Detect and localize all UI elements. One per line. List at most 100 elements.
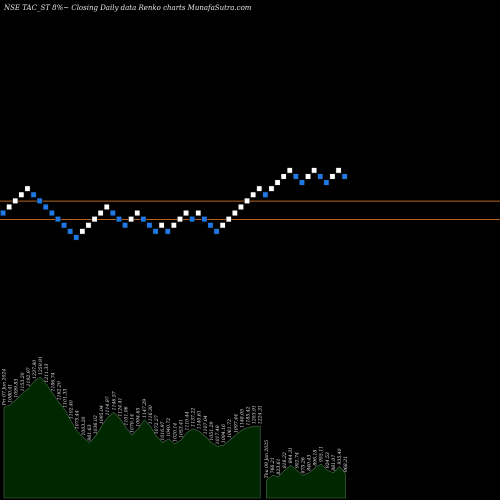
volume-label: 1148.05 bbox=[239, 409, 245, 428]
volume-label: 1107.04 bbox=[203, 415, 209, 434]
renko-brick-down bbox=[292, 173, 299, 180]
renko-brick-down bbox=[207, 222, 214, 229]
reference-lines bbox=[0, 200, 500, 220]
renko-brick-up bbox=[219, 222, 226, 229]
renko-brick-up bbox=[238, 203, 244, 210]
volume-label: Thu 09 Jan 2025 bbox=[264, 440, 270, 479]
volume-labels: Fri 07 Jun 2024 1080.41 1099.83 1153.20 1192… bbox=[2, 356, 350, 478]
volume-label: 881.07 bbox=[331, 455, 337, 471]
volume-label: 818.22 bbox=[282, 452, 288, 468]
renko-brick-up bbox=[91, 216, 98, 223]
volume-label: 1004.16 bbox=[221, 424, 227, 443]
volume-label: 1124.41 bbox=[117, 398, 123, 417]
volume-label: 1211.33 bbox=[44, 364, 50, 383]
volume-label: 1017.48 bbox=[215, 425, 221, 444]
volume-segment-1 bbox=[3, 376, 261, 499]
renko-brick-down bbox=[262, 191, 269, 198]
renko-brick-up bbox=[274, 179, 281, 186]
renko-brick-down bbox=[323, 179, 330, 186]
renko-brick-down bbox=[42, 203, 49, 210]
volume-label: 1097.44 bbox=[233, 414, 239, 433]
renko-brick-up bbox=[244, 197, 250, 204]
renko-brick-down bbox=[341, 173, 348, 180]
renko-brick-up bbox=[225, 216, 232, 223]
volume-label: 1192.97 bbox=[26, 367, 32, 386]
renko-brick-down bbox=[317, 173, 324, 180]
volume-label: 1153.20 bbox=[20, 372, 26, 391]
renko-brick-up bbox=[311, 167, 318, 174]
volume-label: 1020.14 bbox=[172, 423, 178, 442]
renko-brick-up bbox=[79, 228, 86, 235]
volume-label: 1070.14 bbox=[130, 414, 136, 433]
renko-brick-up bbox=[134, 210, 141, 217]
renko-brick-up bbox=[305, 173, 311, 180]
volume-label: 1051.29 bbox=[209, 421, 215, 440]
renko-brick-up bbox=[280, 173, 287, 180]
renko-brick-up bbox=[256, 185, 263, 192]
renko-brick-down bbox=[152, 228, 159, 235]
renko-brick-up bbox=[268, 185, 275, 192]
renko-brick-up bbox=[329, 173, 336, 180]
volume-label: 896.18 bbox=[313, 450, 319, 466]
volume-label: 1116.30 bbox=[148, 405, 154, 424]
renko-brick-up bbox=[85, 222, 92, 229]
volume-label: 1072.27 bbox=[154, 415, 160, 434]
renko-brick-up bbox=[24, 185, 31, 192]
renko-bricks bbox=[0, 167, 348, 241]
renko-brick-down bbox=[55, 216, 61, 223]
renko-brick-up bbox=[158, 222, 165, 229]
renko-brick-down bbox=[36, 197, 43, 204]
renko-brick-down bbox=[164, 228, 171, 235]
volume-label: 955.11 bbox=[319, 446, 325, 462]
renko-brick-down bbox=[122, 222, 128, 229]
volume-label: 1036.02 bbox=[93, 415, 99, 434]
renko-brick-down bbox=[146, 222, 153, 229]
volume-label: 1099.83 bbox=[14, 379, 20, 398]
renko-brick-down bbox=[30, 191, 37, 198]
volume-label: 1003.20 bbox=[81, 416, 87, 435]
renko-brick-up bbox=[195, 210, 202, 217]
volume-label: 823.61 bbox=[276, 458, 282, 474]
volume-label: 844.31 bbox=[288, 447, 294, 463]
chart-title: NSE TAC_ST 8%~ Closing Daily data Renko … bbox=[3, 4, 252, 12]
volume-label: Fri 07 Jun 2024 bbox=[2, 369, 8, 407]
renko-brick-down bbox=[67, 228, 74, 235]
volume-label: 1110.44 bbox=[185, 411, 191, 430]
renko-brick-down bbox=[201, 216, 208, 223]
volume-label: 1101.33 bbox=[63, 389, 69, 408]
renko-brick-down bbox=[61, 222, 67, 229]
volume-label: 1040.72 bbox=[166, 418, 172, 437]
volume-label: 961.63 bbox=[87, 424, 93, 440]
volume-label: 1237.80 bbox=[32, 360, 38, 379]
volume-label: 1224.31 bbox=[258, 405, 264, 424]
volume-label: 1053.41 bbox=[178, 419, 184, 438]
renko-brick-up bbox=[177, 216, 183, 223]
renko-brick-up bbox=[103, 203, 110, 210]
renko-brick-down bbox=[109, 210, 116, 217]
volume-label: 1146.57 bbox=[111, 391, 117, 410]
volume-label: 1185.42 bbox=[246, 406, 252, 425]
volume-label: 968.21 bbox=[343, 456, 349, 472]
volume-label: 1075.44 bbox=[75, 410, 81, 429]
renko-brick-up bbox=[250, 191, 257, 198]
renko-brick-down bbox=[213, 228, 220, 235]
renko-brick-down bbox=[189, 216, 196, 223]
volume-label: 1147.29 bbox=[142, 399, 148, 418]
volume-label: 1061.72 bbox=[227, 419, 233, 438]
renko-brick-down bbox=[140, 216, 147, 223]
renko-brick-down bbox=[116, 216, 122, 223]
renko-brick-down bbox=[0, 210, 6, 217]
renko-brick-up bbox=[12, 197, 19, 204]
renko-brick-down bbox=[73, 234, 80, 241]
volume-label: 1101.06 bbox=[124, 406, 130, 425]
volume-label: 875.26 bbox=[300, 457, 306, 473]
volume-label: 924.53 bbox=[325, 452, 331, 468]
renko-brick-up bbox=[286, 167, 293, 174]
renko-brick-down bbox=[299, 179, 305, 186]
volume-label: 1095.04 bbox=[99, 405, 105, 424]
renko-brick-down bbox=[48, 210, 55, 217]
renko-brick-up bbox=[335, 167, 342, 174]
volume-label: 1114.97 bbox=[105, 396, 111, 415]
